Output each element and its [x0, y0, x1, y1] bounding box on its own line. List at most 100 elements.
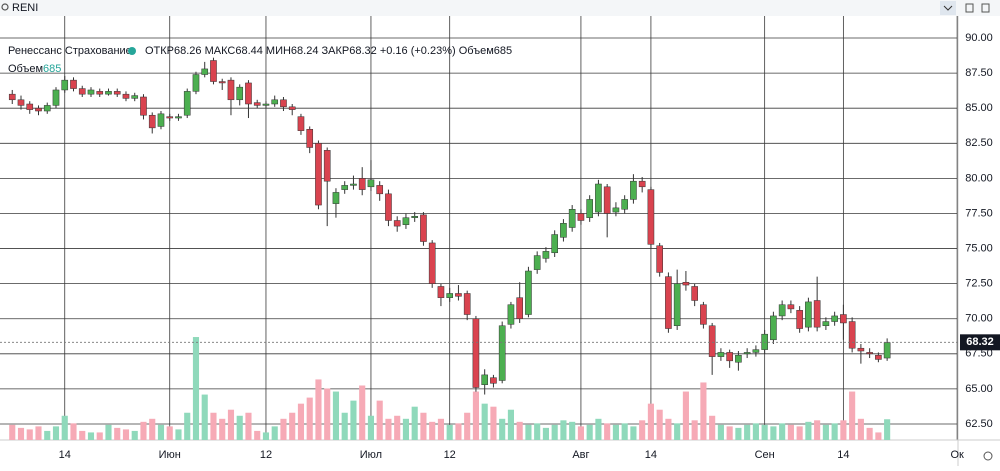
- y-tick-label: 72.50: [965, 278, 993, 290]
- volume-bar: [682, 391, 689, 440]
- candle-body: [472, 318, 480, 388]
- candle-body: [525, 270, 532, 315]
- volume-bar: [612, 424, 619, 440]
- volume-bar: [9, 424, 16, 440]
- x-tick-label: 14: [837, 449, 849, 461]
- volume-bar: [481, 403, 488, 440]
- y-tick-label: 87.50: [965, 67, 993, 79]
- candle-body: [96, 91, 104, 95]
- volume-bar: [219, 418, 226, 440]
- candle-body: [866, 352, 873, 355]
- volume-bar: [402, 418, 410, 440]
- symbol[interactable]: RENI: [12, 2, 38, 14]
- volume-bar: [822, 424, 829, 440]
- volume-bar: [297, 403, 305, 440]
- candle-body: [498, 325, 506, 381]
- icon[interactable]: [965, 3, 974, 13]
- candle-body: [8, 93, 16, 101]
- dropdown[interactable]: [940, 1, 956, 15]
- volume-bar: [192, 337, 200, 440]
- volume-bar: [726, 426, 733, 440]
- volume-bar: [359, 385, 366, 440]
- icon[interactable]: [981, 3, 990, 13]
- candle-body: [612, 207, 620, 213]
- candle-body: [638, 180, 646, 188]
- candle-body: [218, 81, 226, 84]
- volume-bar: [691, 420, 698, 440]
- candle-body: [621, 199, 628, 210]
- volume-bar: [525, 424, 532, 440]
- volume-bar: [647, 403, 654, 440]
- volume-bar: [866, 427, 873, 440]
- candle-body: [262, 103, 270, 106]
- volume-bar: [166, 426, 173, 440]
- volume-bar: [332, 391, 340, 440]
- volume-bar: [122, 429, 130, 440]
- volume-bar: [271, 426, 278, 440]
- candle-body: [87, 89, 95, 95]
- candle-body: [332, 192, 340, 204]
- volume-bar: [796, 426, 803, 440]
- candle-body: [542, 251, 550, 259]
- candle-body: [560, 223, 567, 238]
- candle-body: [17, 99, 25, 106]
- candle-body: [341, 185, 349, 190]
- last-price-label: 68.32: [966, 336, 994, 348]
- volume-bar: [499, 418, 506, 440]
- volume-bar: [35, 426, 42, 440]
- volume-bar: [437, 418, 445, 440]
- volume-bar: [717, 424, 724, 440]
- candle-body: [770, 315, 777, 341]
- toolbar: [0, 0, 1000, 16]
- candle-body: [43, 105, 51, 112]
- volume-bar: [341, 412, 348, 440]
- candle-body: [157, 113, 165, 127]
- candle-body: [463, 293, 471, 315]
- volume-bar: [551, 424, 558, 440]
- y-tick-label: 67.50: [965, 348, 993, 360]
- y-tick-label: 82.50: [965, 137, 993, 149]
- volume-bar: [709, 415, 716, 440]
- candle-body: [665, 276, 672, 329]
- volume-bar: [814, 420, 821, 440]
- x-tick-label: 14: [59, 449, 71, 461]
- candle-body: [437, 286, 445, 298]
- volume-bar: [245, 412, 252, 440]
- candle-body: [813, 300, 821, 328]
- x-tick-label: Ок: [950, 449, 964, 461]
- candle-body: [113, 91, 121, 95]
- volume-bar: [420, 412, 427, 440]
- volume-bar: [44, 430, 51, 440]
- volume-bar: [61, 415, 68, 440]
- candle-body: [70, 79, 77, 89]
- candle-body: [350, 183, 357, 186]
- candle-body: [288, 106, 296, 110]
- y-tick-label: 80.00: [965, 172, 993, 184]
- candle-body: [402, 217, 410, 225]
- volume-bar: [87, 432, 95, 440]
- candle-body: [420, 214, 427, 242]
- candle-body: [35, 107, 42, 112]
- x-tick-label: 14: [645, 449, 657, 461]
- candle-body: [411, 216, 419, 218]
- settings-icon[interactable]: [983, 451, 993, 461]
- volume-bar: [884, 419, 891, 440]
- candle-body: [673, 283, 681, 327]
- volume-bar: [394, 415, 401, 440]
- candle-body: [105, 91, 112, 95]
- candle-body: [752, 349, 760, 353]
- volume-bar: [542, 427, 549, 440]
- candle-body: [568, 209, 576, 228]
- candle-body: [61, 79, 69, 91]
- candle-body: [691, 286, 698, 301]
- volume-bar: [17, 427, 25, 440]
- y-tick-label: 85.00: [965, 102, 993, 114]
- candle-body: [857, 347, 865, 352]
- volume-bar: [236, 415, 243, 440]
- volume-bar: [175, 429, 182, 440]
- volume-bar: [639, 420, 646, 440]
- volume-bar: [604, 423, 611, 440]
- chevron: [943, 5, 953, 11]
